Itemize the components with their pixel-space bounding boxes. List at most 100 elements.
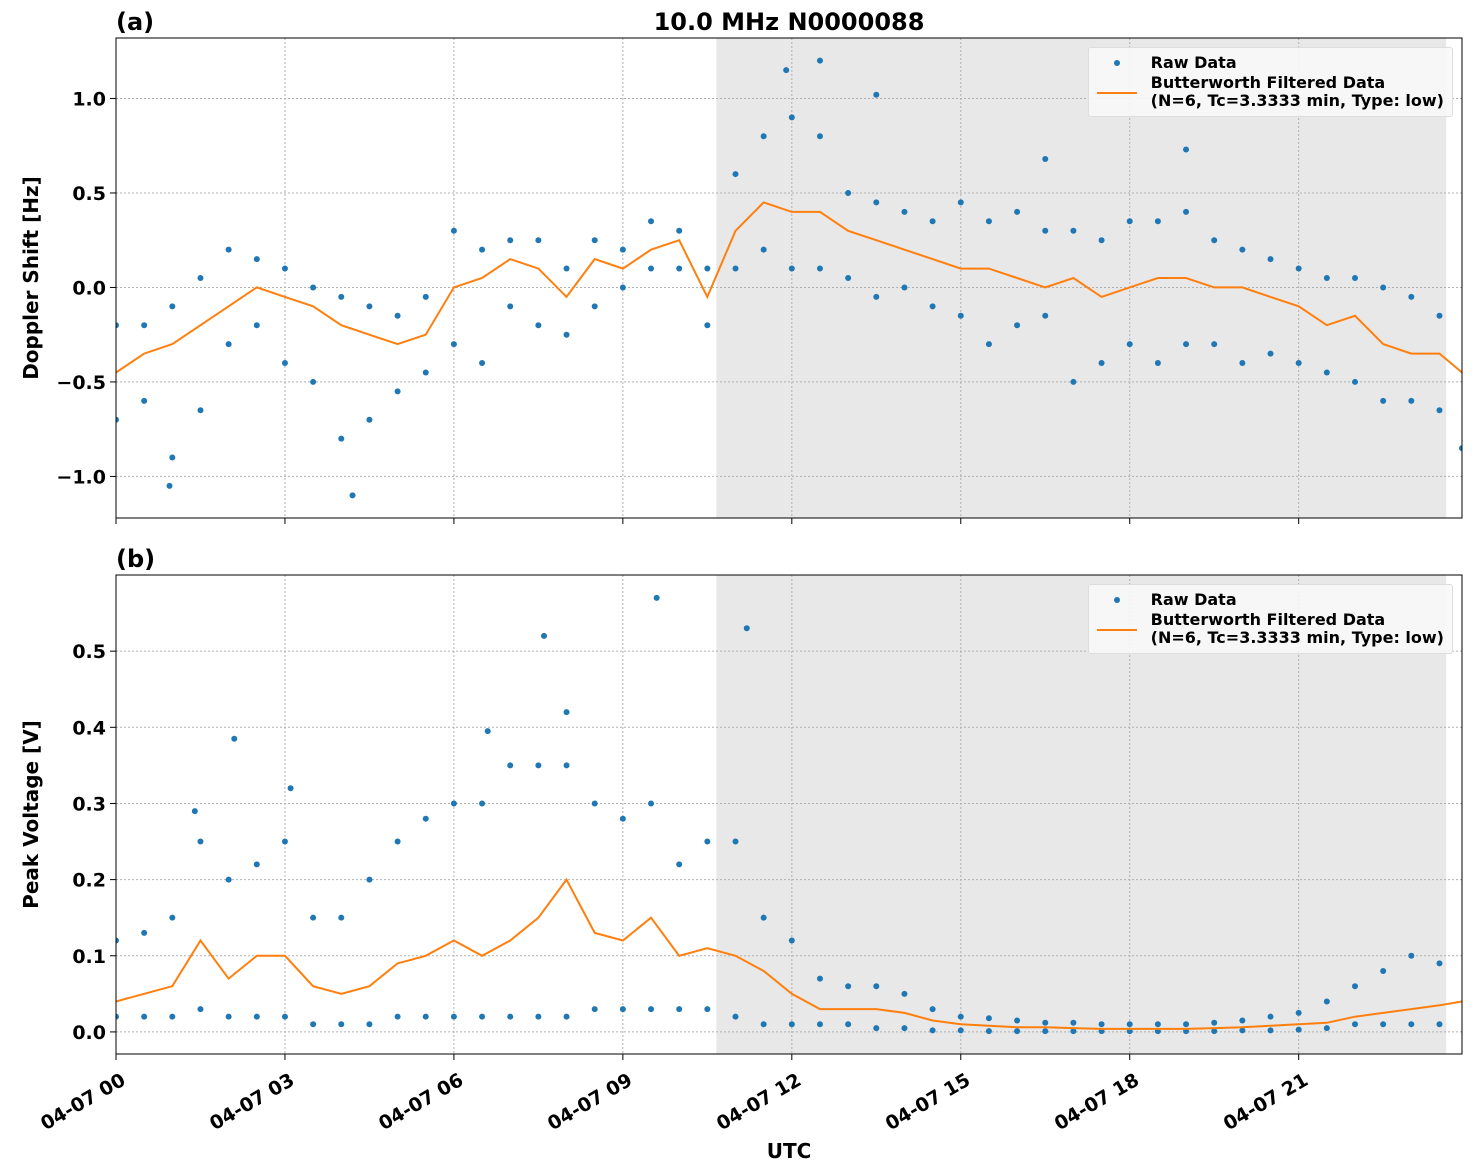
raw-point xyxy=(676,265,683,272)
raw-point xyxy=(1042,227,1049,234)
raw-point xyxy=(1154,1021,1161,1028)
raw-point xyxy=(985,218,992,225)
raw-point xyxy=(1267,1013,1274,1020)
raw-point xyxy=(563,709,570,716)
raw-point xyxy=(1436,960,1443,967)
raw-point xyxy=(591,303,598,310)
raw-point xyxy=(648,218,655,225)
raw-point xyxy=(450,800,457,807)
raw-point xyxy=(591,800,598,807)
raw-point xyxy=(1239,1027,1246,1034)
raw-point xyxy=(873,199,880,206)
raw-point xyxy=(141,322,148,329)
raw-point xyxy=(1126,218,1133,225)
raw-point xyxy=(648,265,655,272)
raw-point xyxy=(1267,1027,1274,1034)
raw-point xyxy=(788,265,795,272)
raw-point xyxy=(783,67,790,74)
raw-point xyxy=(1070,1019,1077,1026)
raw-point xyxy=(732,171,739,178)
raw-point xyxy=(1070,1028,1077,1035)
raw-point xyxy=(704,322,711,329)
y-tick-label: −1.0 xyxy=(56,466,106,488)
raw-point xyxy=(1459,445,1462,452)
legend-label: Butterworth Filtered Data (N=6, Tc=3.333… xyxy=(1150,73,1444,110)
raw-point xyxy=(1408,397,1415,404)
raw-point xyxy=(648,800,655,807)
raw-point xyxy=(479,1013,486,1020)
raw-point xyxy=(1042,1019,1049,1026)
legend: Raw Data Butterworth Filtered Data (N=6, … xyxy=(1087,47,1453,117)
raw-point xyxy=(253,861,260,868)
raw-point xyxy=(704,1006,711,1013)
raw-point xyxy=(253,1013,260,1020)
raw-point xyxy=(197,838,204,845)
raw-point xyxy=(732,265,739,272)
raw-point xyxy=(985,341,992,348)
raw-point xyxy=(1014,1028,1021,1035)
filtered-line xyxy=(116,201,1462,374)
raw-point xyxy=(1014,208,1021,215)
raw-point xyxy=(1351,983,1358,990)
raw-point xyxy=(619,815,626,822)
x-axis-label: UTC xyxy=(767,1139,812,1163)
raw-point xyxy=(422,369,429,376)
raw-point xyxy=(450,341,457,348)
raw-point xyxy=(845,275,852,281)
raw-point xyxy=(743,625,750,632)
x-tick-label: 04-07 18 xyxy=(1051,1069,1143,1135)
raw-point xyxy=(929,1006,936,1013)
y-tick-label: 0.0 xyxy=(72,277,106,299)
raw-point xyxy=(225,876,232,883)
raw-point xyxy=(169,914,176,921)
legend-key xyxy=(1096,92,1137,94)
x-tick-label: 04-07 09 xyxy=(544,1069,636,1135)
legend-entry: Butterworth Filtered Data (N=6, Tc=3.333… xyxy=(1096,611,1444,647)
raw-point xyxy=(422,1013,429,1020)
raw-point xyxy=(653,594,660,601)
raw-point xyxy=(1014,1017,1021,1024)
raw-point xyxy=(563,762,570,769)
x-tick-label: 04-07 03 xyxy=(206,1069,298,1135)
raw-point xyxy=(732,1013,739,1020)
raw-point xyxy=(1351,378,1358,385)
raw-point xyxy=(535,237,542,244)
raw-point xyxy=(1098,237,1105,244)
raw-point xyxy=(450,1013,457,1020)
raw-point xyxy=(760,914,767,921)
raw-point xyxy=(619,1006,626,1013)
raw-point xyxy=(535,322,542,329)
raw-point xyxy=(1380,967,1387,974)
raw-point xyxy=(648,1006,655,1013)
raw-point xyxy=(704,838,711,845)
y-tick-label: 0.3 xyxy=(72,793,106,815)
legend-entry: Raw Data xyxy=(1097,591,1444,609)
raw-point xyxy=(1154,360,1161,367)
raw-point xyxy=(901,1025,908,1032)
raw-point xyxy=(231,735,238,742)
raw-point xyxy=(169,454,176,461)
raw-point xyxy=(225,1013,232,1020)
raw-point xyxy=(366,303,373,310)
raw-point xyxy=(281,265,288,272)
raw-point xyxy=(873,91,880,98)
raw-point xyxy=(197,407,204,414)
raw-point xyxy=(281,1013,288,1020)
chart-title: 10.0 MHz N0000088 xyxy=(654,8,925,36)
raw-point xyxy=(1098,360,1105,367)
raw-point xyxy=(788,114,795,121)
raw-point xyxy=(873,1025,880,1032)
raw-point xyxy=(1436,407,1443,414)
raw-point xyxy=(816,57,823,64)
raw-point xyxy=(1070,227,1077,234)
y-tick-label: 0.4 xyxy=(72,717,106,739)
y-tick-label: 0.5 xyxy=(72,183,106,205)
raw-point xyxy=(349,492,356,499)
raw-point xyxy=(394,388,401,395)
raw-point xyxy=(788,937,795,944)
raw-point xyxy=(1211,341,1218,348)
raw-point xyxy=(845,983,852,990)
raw-point xyxy=(191,808,198,815)
raw-point xyxy=(479,360,486,367)
raw-point xyxy=(1267,350,1274,357)
